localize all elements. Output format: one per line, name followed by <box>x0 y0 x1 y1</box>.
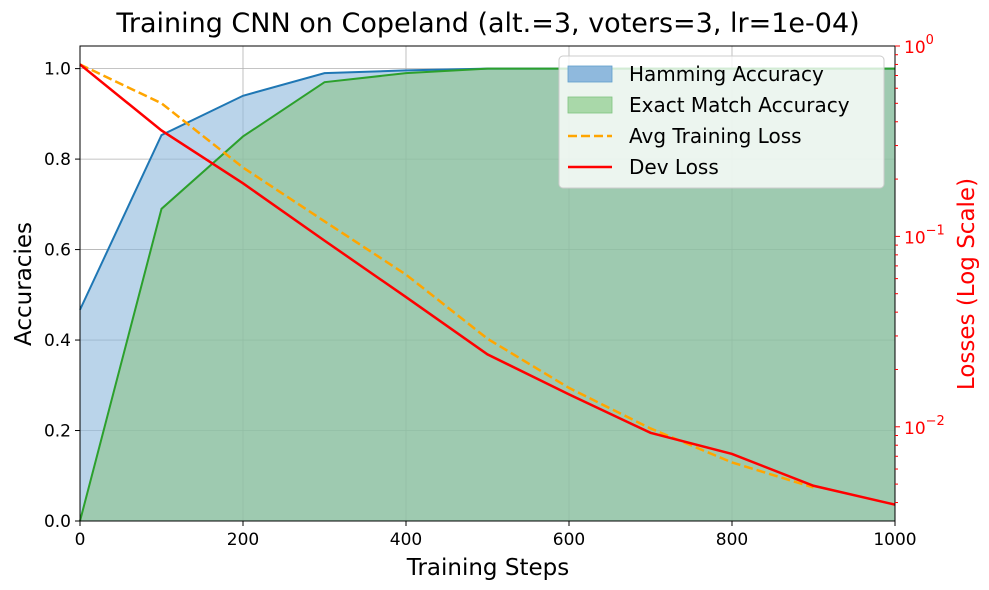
legend-label-exact-match: Exact Match Accuracy <box>629 93 850 117</box>
x-tick-label: 1000 <box>873 530 916 550</box>
x-axis-ticks: 0 200 400 600 800 1000 <box>75 521 917 550</box>
y-axis-label: Accuracies <box>11 222 37 346</box>
y-axis-ticks: 0.0 0.2 0.4 0.6 0.8 1.0 <box>44 60 80 532</box>
plot-frame <box>79 45 896 522</box>
y2-tick-label: 100 <box>904 33 934 58</box>
line-dev-loss <box>79 63 896 506</box>
legend-label-dev-loss: Dev Loss <box>629 155 719 179</box>
legend-label-hamming: Hamming Accuracy <box>629 62 824 86</box>
legend-swatch-hamming <box>567 65 613 83</box>
x-tick-label: 400 <box>390 530 422 550</box>
x-tick-label: 0 <box>75 530 86 550</box>
y-tick-label: 0.0 <box>44 512 71 532</box>
x-axis-label: Training Steps <box>406 555 569 581</box>
y-tick-label: 1.0 <box>44 60 71 80</box>
x-tick-label: 800 <box>716 530 748 550</box>
y-tick-label: 0.6 <box>44 241 71 261</box>
legend-swatch-exact-match <box>567 96 613 114</box>
x-tick-label: 200 <box>227 530 259 550</box>
chart-title: Training CNN on Copeland (alt.=3, voters… <box>115 8 859 39</box>
y2-tick-label: 10−2 <box>904 414 945 439</box>
legend: Hamming Accuracy Exact Match Accuracy Av… <box>558 55 885 189</box>
y-tick-label: 0.2 <box>44 422 71 442</box>
legend-label-avg-training-loss: Avg Training Loss <box>629 124 802 148</box>
y2-axis-ticks: 100 10−1 10−2 <box>895 33 945 504</box>
x-tick-label: 600 <box>553 530 585 550</box>
line-avg-training-loss <box>79 63 814 489</box>
legend-box <box>558 55 885 189</box>
y2-axis-label: Losses (Log Scale) <box>954 178 980 390</box>
y-tick-label: 0.4 <box>44 331 71 351</box>
y2-tick-label: 10−1 <box>904 223 945 248</box>
y-tick-label: 0.8 <box>44 150 71 170</box>
